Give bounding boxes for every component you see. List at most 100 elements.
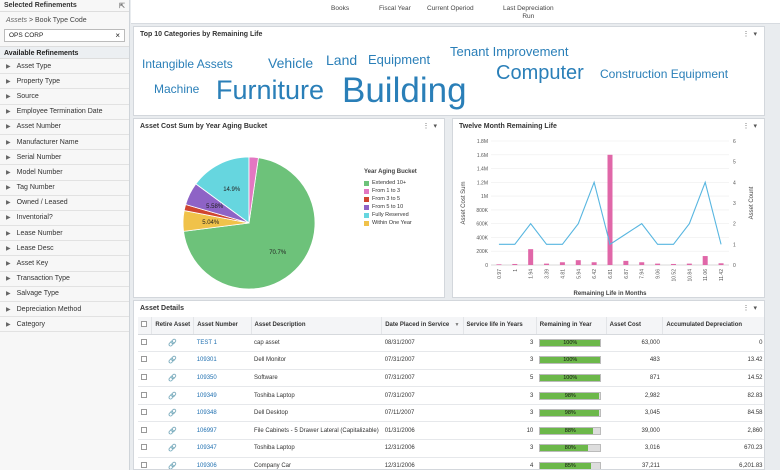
row-checkbox[interactable] xyxy=(141,409,147,416)
retire-link-icon[interactable]: 🔗 xyxy=(168,339,178,347)
refinement-item[interactable]: ▶ Inventorial? xyxy=(0,211,129,227)
retire-link-icon[interactable]: 🔗 xyxy=(168,374,178,382)
asset-number-cell[interactable]: 106997 xyxy=(193,421,251,441)
word-building[interactable]: Building xyxy=(342,71,467,110)
asset-number-cell[interactable]: TEST 1 xyxy=(193,334,251,353)
word-construction-equipment[interactable]: Construction Equipment xyxy=(600,67,729,81)
asset-number-cell[interactable]: 109301 xyxy=(193,351,251,370)
bar[interactable] xyxy=(623,260,629,265)
panel-menu-icon[interactable]: ⋮ ▾ xyxy=(422,123,438,130)
refinement-item[interactable]: ▶ Lease Desc xyxy=(0,241,129,257)
asset-number-cell[interactable]: 109347 xyxy=(193,439,251,458)
table-row[interactable]: 🔗 106997 File Cabinets - 5 Drawer Lateral … xyxy=(138,421,764,441)
bar[interactable] xyxy=(559,262,565,265)
table-row[interactable]: 🔗 109306 Company Car 12/31/2006 4 85% 37,211 6,… xyxy=(138,457,764,470)
pie-slice[interactable] xyxy=(195,156,250,224)
legend-item[interactable]: From 5 to 10 xyxy=(364,203,417,211)
column-header[interactable] xyxy=(138,317,153,335)
refinement-item[interactable]: ▶ Lease Number xyxy=(0,226,129,242)
column-header[interactable]: Accumulated Depreciation xyxy=(662,317,764,335)
word-furniture[interactable]: Furniture xyxy=(216,75,325,105)
bar[interactable] xyxy=(528,249,534,265)
bar[interactable] xyxy=(607,154,613,265)
retire-link-icon[interactable]: 🔗 xyxy=(168,392,178,400)
panel-menu-icon[interactable]: ⋮ ▾ xyxy=(742,305,758,312)
table-row[interactable]: 🔗 109349 Toshiba Laptop 07/31/2007 3 98% 2,982… xyxy=(138,386,764,405)
legend-item[interactable]: Extended 10+ xyxy=(364,179,417,187)
column-header[interactable]: Retire Asset xyxy=(151,317,195,335)
refinement-item[interactable]: ▶ Source xyxy=(0,89,129,105)
legend-item[interactable]: Fully Reserved xyxy=(364,211,417,219)
bar[interactable] xyxy=(686,263,692,265)
panel-menu-icon[interactable]: ⋮ ▾ xyxy=(742,31,758,38)
refinement-item[interactable]: ▶ Owned / Leased xyxy=(0,196,129,211)
row-checkbox[interactable] xyxy=(141,461,147,468)
refinement-item[interactable]: ▶ Asset Key xyxy=(0,256,129,272)
panel-menu-icon[interactable]: ⋮ ▾ xyxy=(742,123,758,130)
word-tenant-improvement[interactable]: Tenant Improvement xyxy=(450,44,569,59)
column-header[interactable]: Remaining in Year xyxy=(536,317,607,335)
bar[interactable] xyxy=(655,263,661,265)
word-equipment[interactable]: Equipment xyxy=(368,52,431,67)
refinement-item[interactable]: ▶ Model Number xyxy=(0,165,129,181)
column-header[interactable]: Date Placed in Service ▼ xyxy=(381,317,464,335)
row-checkbox[interactable] xyxy=(141,444,147,451)
retire-link-icon[interactable]: 🔗 xyxy=(168,357,178,365)
bar[interactable] xyxy=(544,263,550,265)
word-land[interactable]: Land xyxy=(326,52,358,68)
table-row[interactable]: 🔗 TEST 1 cap asset 08/31/2007 3 100% 63,000 0 xyxy=(138,334,764,353)
retire-link-icon[interactable]: 🔗 xyxy=(168,410,178,418)
bar[interactable] xyxy=(575,260,581,265)
row-checkbox[interactable] xyxy=(141,338,147,345)
sort-icon[interactable]: ▼ xyxy=(454,322,460,329)
bar[interactable] xyxy=(639,262,645,265)
refinement-item[interactable]: ▶ Property Type xyxy=(0,74,129,90)
word-intangible-assets[interactable]: Intangible Assets xyxy=(142,57,233,71)
refinement-item[interactable]: ▶ Asset Type xyxy=(0,59,129,75)
books-label[interactable]: Books xyxy=(331,5,350,12)
refinement-item[interactable]: ▶ Manufacturer Name xyxy=(0,135,129,151)
retire-link-icon[interactable]: 🔗 xyxy=(168,462,178,470)
current-period-label[interactable]: Current Operiod xyxy=(427,5,474,12)
bar[interactable] xyxy=(512,263,518,265)
table-row[interactable]: 🔗 109350 Software 07/31/2007 5 100% 871 14.52 xyxy=(138,369,764,388)
last-depreciation-label[interactable]: Last Depreciation Run xyxy=(503,5,554,21)
collapse-icon[interactable]: ⇱ xyxy=(119,2,125,10)
refinement-item[interactable]: ▶ Category xyxy=(0,317,129,333)
asset-number-cell[interactable]: 109350 xyxy=(193,369,251,388)
legend-item[interactable]: From 3 to 5 xyxy=(364,195,417,203)
table-row[interactable]: 🔗 109348 Dell Desktop 07/11/2007 3 98% 3,045 84… xyxy=(138,404,764,423)
refinement-item[interactable]: ▶ Employee Termination Date xyxy=(0,105,129,120)
refinement-item[interactable]: ▶ Transaction Type xyxy=(0,272,129,287)
table-row[interactable]: 🔗 109301 Dell Monitor 07/31/2007 3 100% 483 13.… xyxy=(138,351,764,370)
bar[interactable] xyxy=(670,263,676,265)
refinement-item[interactable]: ▶ Serial Number xyxy=(0,150,129,166)
refinement-item[interactable]: ▶ Salvage Type xyxy=(0,287,129,302)
row-checkbox[interactable] xyxy=(141,373,147,380)
bar[interactable] xyxy=(702,256,708,265)
pie-slice[interactable] xyxy=(248,156,259,224)
select-all-checkbox[interactable] xyxy=(141,321,147,328)
word-vehicle[interactable]: Vehicle xyxy=(268,55,314,71)
refinement-item[interactable]: ▶ Depreciation Method xyxy=(0,302,129,318)
row-checkbox[interactable] xyxy=(141,356,147,363)
legend-item[interactable]: From 1 to 3 xyxy=(364,187,417,195)
row-checkbox[interactable] xyxy=(141,391,147,398)
asset-number-cell[interactable]: 109349 xyxy=(193,386,251,405)
asset-number-cell[interactable]: 109306 xyxy=(193,457,251,469)
legend-item[interactable]: Within One Year xyxy=(364,219,417,227)
refinement-item[interactable]: ▶ Tag Number xyxy=(0,181,129,196)
word-machine[interactable]: Machine xyxy=(154,82,200,96)
bar[interactable] xyxy=(591,262,597,265)
breadcrumb-root[interactable]: Assets xyxy=(6,17,28,24)
fiscal-year-label[interactable]: Fiscal Year xyxy=(379,5,411,12)
retire-link-icon[interactable]: 🔗 xyxy=(168,427,178,435)
bar[interactable] xyxy=(496,264,502,265)
column-header[interactable]: Asset Cost xyxy=(606,317,664,335)
column-header[interactable]: Asset Number xyxy=(193,317,252,335)
column-header[interactable]: Asset Description xyxy=(251,317,383,335)
table-row[interactable]: 🔗 109347 Toshiba Laptop 12/31/2006 3 80% 3,016… xyxy=(138,439,764,458)
word-computer[interactable]: Computer xyxy=(496,62,584,84)
retire-link-icon[interactable]: 🔗 xyxy=(168,445,178,453)
close-icon[interactable]: × xyxy=(115,31,120,40)
